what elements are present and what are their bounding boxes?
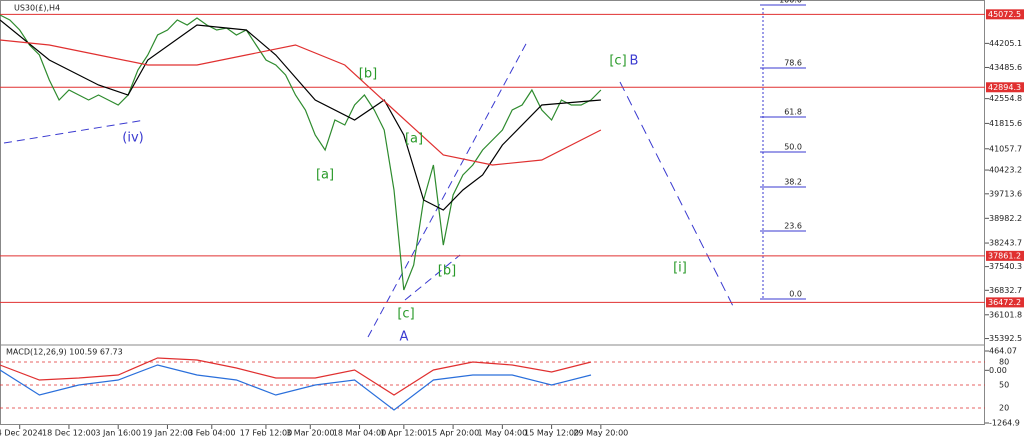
fib-label: 23.6 [784,222,802,231]
x-tick-label: 4 Dec 2024 [0,429,43,438]
y2-tick-label: 50 [999,381,1009,390]
channel-line [404,254,461,301]
projection-line [619,81,736,311]
level-label: 45072.5 [988,10,1021,19]
level-box [986,297,1024,308]
y-tick-label: 41815.6 [989,119,1022,128]
x-tick-label: 1 Apr 12:00 [380,429,427,438]
y-tick-label: 38982.2 [989,214,1022,223]
wave-label: [c] [397,307,414,322]
x-tick-label: 19 Jan 22:00 [142,429,193,438]
x-tick-label: 17 Feb 12:00 [240,429,292,438]
fib-label: 61.8 [784,108,802,117]
trend-line [3,119,146,144]
wave-label: [a] [405,132,423,147]
y-tick-label: 42554.8 [989,94,1022,103]
wave-label: [a] [316,168,334,183]
x-tick-label: 29 May 20:00 [573,429,628,438]
series-line [0,14,602,291]
x-tick-label: 1 May 04:00 [477,429,527,438]
series-line [0,39,602,166]
y-tick-label: 464.07 [989,346,1017,355]
series-line [0,357,592,396]
y-tick-label: 44205.1 [989,39,1022,48]
wave-label: [i] [673,261,687,276]
fib-label: 50.0 [784,143,802,152]
y-tick-label: 41057.7 [989,144,1022,153]
fib-label: 0.0 [789,290,802,299]
channel-line [367,41,528,338]
y-tick-label: 0.00 [989,366,1007,375]
x-tick-label: 15 May 12:00 [524,429,579,438]
series-line [0,364,592,411]
x-tick-label: 18 Mar 04:00 [333,429,386,438]
plot-frame [0,0,985,425]
y-tick-label: 38243.7 [989,239,1022,248]
y-tick-label: 43485.6 [989,63,1022,72]
macd-title: MACD(12,26,9) 100.59 67.73 [6,348,123,357]
series-line [0,19,601,211]
fib-label: 78.6 [784,58,802,67]
y-tick-label: 37540.3 [989,262,1022,271]
wave-label: (iv) [122,131,143,146]
y-tick-label: 40423.2 [989,166,1022,175]
x-tick-label: 15 Apr 20:00 [427,429,479,438]
x-tick-label: 3 Mar 20:00 [286,429,334,438]
y2-tick-label: 20 [999,403,1009,412]
level-label: 36472.2 [988,298,1021,307]
wave-label: [b] [359,67,377,82]
level-box [986,82,1024,93]
wave-label: A [400,330,409,345]
level-label: 42894.3 [988,83,1021,92]
y-tick-label: 36101.8 [989,310,1022,319]
fib-label: 100.0 [779,0,802,4]
x-tick-label: 3 Jan 16:00 [95,429,141,438]
wave-label: B [630,54,639,69]
y-tick-label: 36832.7 [989,286,1022,295]
wave-label: [c] [609,54,626,69]
x-tick-label: 18 Dec 12:00 [42,429,96,438]
y-tick-label: 35392.5 [989,334,1022,343]
level-box [986,9,1024,20]
level-box [986,250,1024,261]
fib-label: 38.2 [784,178,802,187]
y-tick-label: -1264.9 [989,419,1020,428]
x-tick-label: 3 Feb 04:00 [188,429,235,438]
symbol-label: US30(£),H4 [14,4,60,13]
wave-label: [b] [438,264,456,279]
level-label: 37861.2 [988,251,1021,260]
y-tick-label: 39713.6 [989,189,1022,198]
y2-tick-label: 80 [999,358,1009,367]
